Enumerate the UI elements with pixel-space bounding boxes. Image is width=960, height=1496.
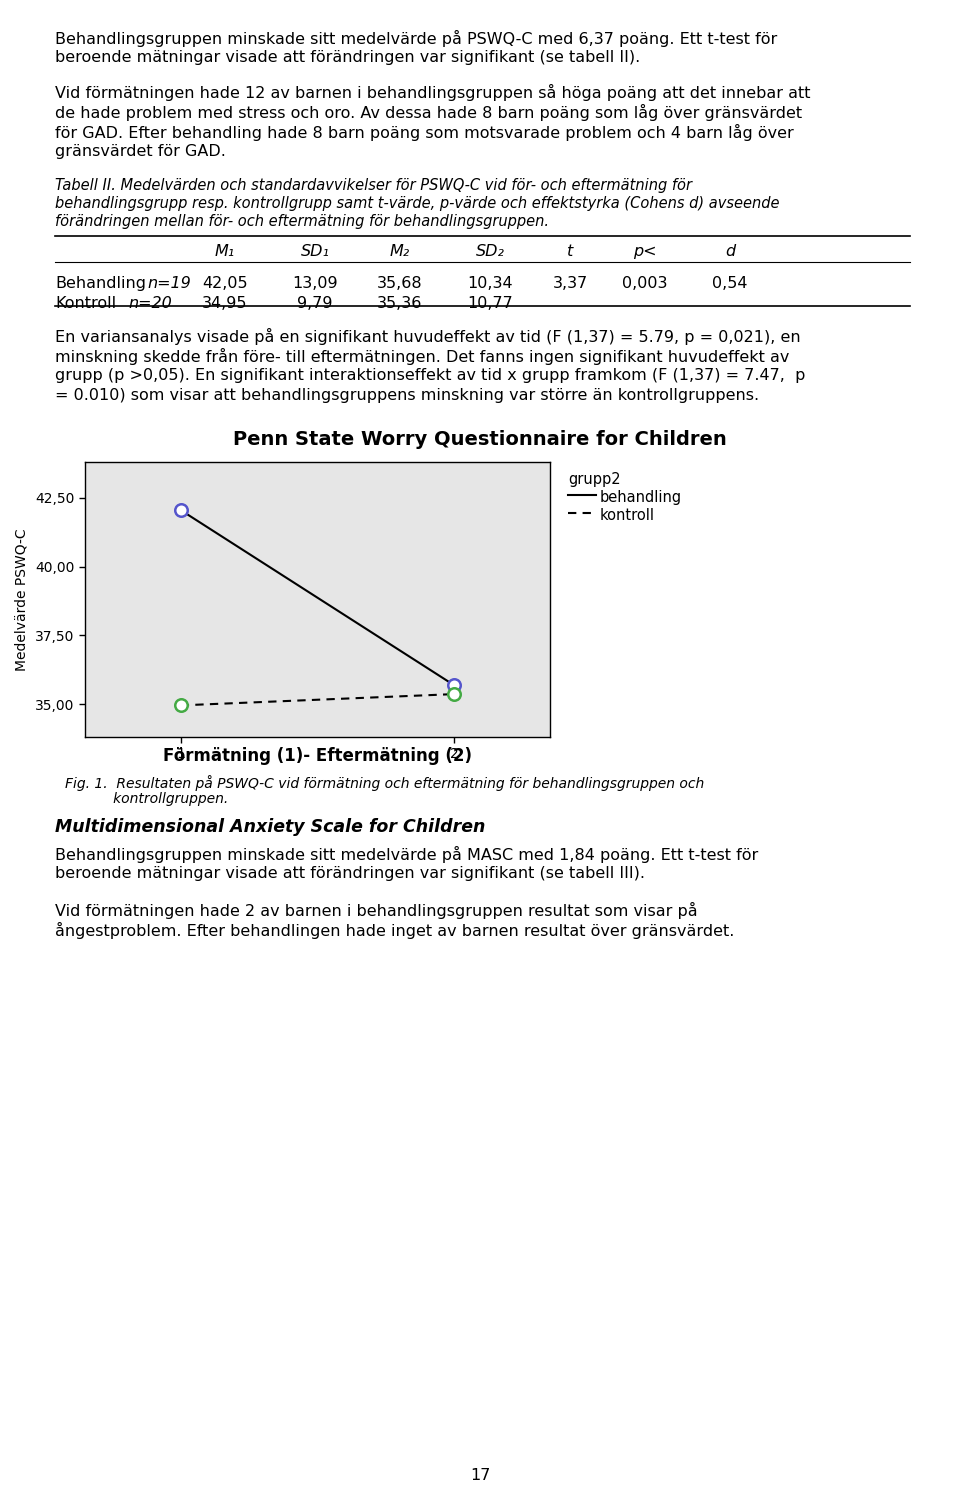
Text: p<: p<	[634, 244, 657, 259]
Text: Penn State Worry Questionnaire for Children: Penn State Worry Questionnaire for Child…	[233, 429, 727, 449]
Text: 0,003: 0,003	[622, 275, 668, 292]
Text: d: d	[725, 244, 735, 259]
Text: 0,54: 0,54	[712, 275, 748, 292]
Text: för GAD. Efter behandling hade 8 barn poäng som motsvarade problem och 4 barn lå: för GAD. Efter behandling hade 8 barn po…	[55, 124, 794, 141]
Text: beroende mätningar visade att förändringen var signifikant (se tabell III).: beroende mätningar visade att förändring…	[55, 866, 645, 881]
Text: 13,09: 13,09	[292, 275, 338, 292]
Text: 35,36: 35,36	[377, 296, 422, 311]
Text: gränsvärdet för GAD.: gränsvärdet för GAD.	[55, 144, 226, 159]
Text: t: t	[566, 244, 573, 259]
Text: minskning skedde från före- till eftermätningen. Det fanns ingen signifikant huv: minskning skedde från före- till eftermä…	[55, 349, 789, 365]
Text: SD₂: SD₂	[475, 244, 504, 259]
Text: Tabell II. Medelvärden och standardavvikelser för PSWQ-C vid för- och eftermätni: Tabell II. Medelvärden och standardavvik…	[55, 178, 692, 193]
Text: förändringen mellan för- och eftermätning för behandlingsgruppen.: förändringen mellan för- och eftermätnin…	[55, 214, 549, 229]
Text: kontrollgruppen.: kontrollgruppen.	[65, 791, 228, 806]
Text: behandlingsgrupp resp. kontrollgrupp samt t-värde, p-värde och effektstyrka (Coh: behandlingsgrupp resp. kontrollgrupp sam…	[55, 196, 780, 211]
Text: Behandlingsgruppen minskade sitt medelvärde på MASC med 1,84 poäng. Ett t-test f: Behandlingsgruppen minskade sitt medelvä…	[55, 847, 758, 863]
Text: Fig. 1.  Resultaten på PSWQ-C vid förmätning och eftermätning för behandlingsgru: Fig. 1. Resultaten på PSWQ-C vid förmätn…	[65, 775, 705, 791]
Text: En variansanalys visade på en signifikant huvudeffekt av tid (F (1,37) = 5.79, p: En variansanalys visade på en signifikan…	[55, 328, 801, 346]
Text: 10,77: 10,77	[468, 296, 513, 311]
Text: grupp2: grupp2	[568, 473, 620, 488]
Text: Behandlingsgruppen minskade sitt medelvärde på PSWQ-C med 6,37 poäng. Ett t-test: Behandlingsgruppen minskade sitt medelvä…	[55, 30, 778, 46]
Text: Multidimensional Anxiety Scale for Children: Multidimensional Anxiety Scale for Child…	[55, 818, 486, 836]
Text: kontroll: kontroll	[600, 509, 655, 524]
Text: de hade problem med stress och oro. Av dessa hade 8 barn poäng som låg över grän: de hade problem med stress och oro. Av d…	[55, 105, 803, 121]
Text: behandling: behandling	[600, 491, 683, 506]
Text: Vid förmätningen hade 2 av barnen i behandlingsgruppen resultat som visar på: Vid förmätningen hade 2 av barnen i beha…	[55, 902, 698, 919]
Text: 35,68: 35,68	[377, 275, 422, 292]
Text: 34,95: 34,95	[203, 296, 248, 311]
Text: 42,05: 42,05	[203, 275, 248, 292]
Text: Kontroll: Kontroll	[55, 296, 116, 311]
Text: ångestproblem. Efter behandlingen hade inget av barnen resultat över gränsvärdet: ångestproblem. Efter behandlingen hade i…	[55, 922, 734, 939]
Text: beroende mätningar visade att förändringen var signifikant (se tabell II).: beroende mätningar visade att förändring…	[55, 49, 640, 64]
Text: 3,37: 3,37	[552, 275, 588, 292]
Text: Behandling: Behandling	[55, 275, 146, 292]
Text: SD₁: SD₁	[300, 244, 329, 259]
Text: M₂: M₂	[390, 244, 410, 259]
Text: 17: 17	[469, 1468, 491, 1483]
Text: Vid förmätningen hade 12 av barnen i behandlingsgruppen så höga poäng att det in: Vid förmätningen hade 12 av barnen i beh…	[55, 84, 810, 102]
Text: = 0.010) som visar att behandlingsgruppens minskning var större än kontrollgrupp: = 0.010) som visar att behandlingsgruppe…	[55, 387, 759, 402]
Text: grupp (p >0,05). En signifikant interaktionseffekt av tid x grupp framkom (F (1,: grupp (p >0,05). En signifikant interakt…	[55, 368, 805, 383]
Text: n=20: n=20	[128, 296, 172, 311]
Text: 10,34: 10,34	[468, 275, 513, 292]
Text: Förmätning (1)- Eftermätning (2): Förmätning (1)- Eftermätning (2)	[163, 747, 472, 764]
Y-axis label: Medelvärde PSWQ-C: Medelvärde PSWQ-C	[14, 528, 28, 670]
Text: 9,79: 9,79	[298, 296, 333, 311]
Text: M₁: M₁	[215, 244, 235, 259]
Text: n=19: n=19	[147, 275, 191, 292]
